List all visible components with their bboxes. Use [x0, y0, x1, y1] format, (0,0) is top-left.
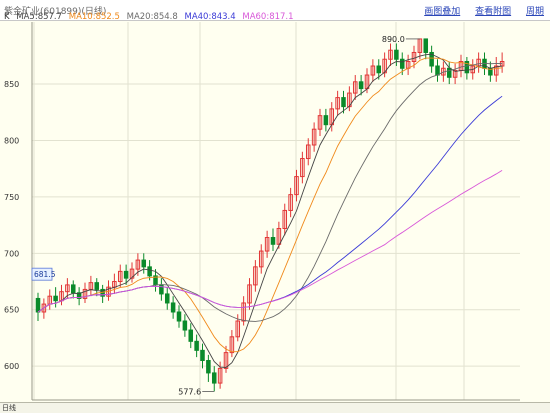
ma10-value: MA10:852.5 — [68, 12, 120, 22]
candle-body — [288, 194, 293, 211]
candle-body — [223, 352, 229, 369]
candle-body — [141, 259, 147, 268]
period-label: 日线 — [2, 404, 16, 412]
bottom-bar: 日线 — [0, 402, 550, 413]
candle-body — [388, 49, 393, 60]
candle-body — [164, 293, 170, 304]
candle-body — [341, 97, 346, 108]
candle-body — [300, 158, 305, 178]
candle-body — [123, 270, 129, 279]
ma-legend: K MA5:857.7 MA10:852.5 MA20:854.8 MA40:8… — [4, 12, 298, 22]
toolbar-actions: 画图叠加 查看附图 周期 — [412, 4, 544, 17]
candle-body — [70, 284, 76, 294]
candle-body — [270, 237, 276, 245]
y-tick-label: 750 — [4, 193, 19, 202]
candle-body — [435, 65, 440, 76]
candle-body — [452, 70, 458, 78]
marker-box — [31, 267, 53, 281]
ma40-value: MA40:843.4 — [184, 12, 236, 22]
candle-body — [76, 292, 82, 299]
ma60-line — [37, 169, 503, 313]
candle-body — [129, 268, 135, 279]
y-tick-label: 850 — [4, 80, 19, 89]
candle-body — [247, 284, 252, 304]
candle-body — [117, 270, 123, 283]
candle-body — [399, 58, 405, 69]
candle-body — [206, 360, 211, 374]
candle-body — [464, 60, 470, 74]
candle-body — [294, 176, 299, 196]
candle-body — [194, 340, 199, 351]
candle-body — [53, 295, 58, 302]
candle-body — [423, 38, 429, 53]
candle-body — [241, 302, 246, 322]
candle-body — [170, 302, 176, 313]
overlay-draw-button[interactable]: 画图叠加 — [424, 7, 461, 17]
candle-body — [335, 97, 340, 110]
candle-body — [211, 372, 217, 384]
candle-body — [258, 250, 264, 268]
candle-body — [147, 266, 152, 277]
candle-body — [94, 282, 100, 290]
candle-body — [446, 67, 452, 78]
ma60-value: MA60:817.1 — [242, 12, 294, 22]
ma20-value: MA20:854.8 — [126, 12, 178, 22]
candle-body — [282, 209, 288, 229]
window-title: 紫金矿业(601899)(日线) — [4, 7, 107, 17]
candle-body — [176, 311, 182, 322]
period-button[interactable]: 周期 — [525, 7, 544, 17]
candle-body — [41, 303, 47, 313]
candle-body — [411, 51, 417, 62]
candle-body — [311, 128, 317, 146]
candle-body — [429, 51, 434, 67]
candle-body — [276, 227, 282, 245]
y-tick-label: 700 — [4, 249, 19, 258]
candle-body — [358, 81, 364, 90]
candle-body — [182, 320, 188, 331]
high-label: 890.0 — [382, 35, 405, 44]
candle-body — [264, 237, 270, 252]
candle-body — [65, 284, 70, 293]
candle-body — [317, 115, 323, 130]
candle-body — [135, 259, 141, 270]
candle-body — [200, 349, 205, 362]
candle-body — [229, 336, 235, 354]
low-label: 577.6 — [178, 387, 201, 396]
marker-label: 681.5 — [34, 270, 56, 279]
candle-body — [370, 65, 376, 76]
candle-body — [253, 266, 258, 286]
candle-body — [376, 65, 382, 74]
y-tick-label: 600 — [4, 362, 19, 371]
candle-body — [352, 81, 358, 94]
candle-body — [235, 320, 241, 338]
y-tick-label: 800 — [4, 136, 19, 145]
ma10-line — [37, 57, 503, 353]
candle-body — [323, 115, 329, 126]
ma5-value: MA5:857.7 — [16, 12, 63, 22]
y-tick-label: 650 — [4, 306, 19, 315]
k-label: K — [4, 12, 10, 22]
candle-body — [82, 288, 88, 299]
view-subchart-button[interactable]: 查看附图 — [475, 7, 512, 17]
title-bar: 紫金矿业(601899)(日线) 画图叠加 查看附图 周期 — [0, 0, 550, 21]
ma5-line — [37, 53, 503, 368]
candle-body — [305, 144, 311, 160]
candle-body — [217, 367, 223, 384]
candle-body — [35, 297, 41, 313]
candle-body — [188, 329, 194, 342]
candle-body — [394, 49, 399, 60]
candle-body — [493, 65, 499, 76]
